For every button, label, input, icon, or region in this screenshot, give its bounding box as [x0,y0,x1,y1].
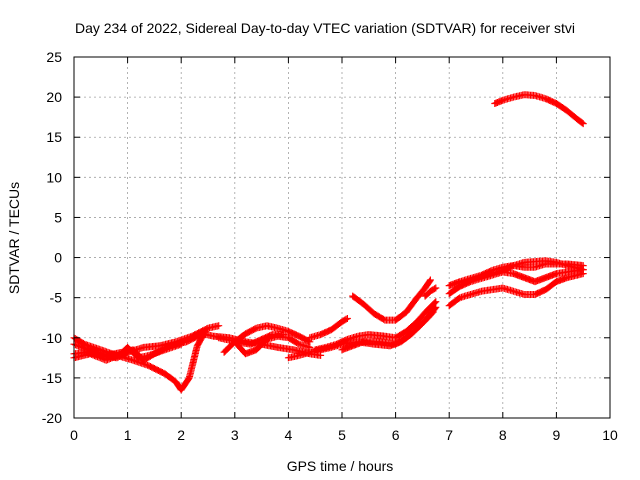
x-tick-label: 5 [338,427,346,443]
series-arc-11 [338,303,440,354]
series-arc-17 [456,257,587,287]
series-markers [456,257,587,287]
y-tick-label: 25 [46,49,62,65]
x-tick-label: 3 [231,427,239,443]
series-arc-5 [220,322,314,356]
y-tick-label: 0 [54,250,62,266]
series-markers [349,276,434,324]
series-markers [311,298,440,354]
series-markers [231,332,314,358]
x-tick-label: 10 [602,427,618,443]
x-tick-label: 7 [445,427,453,443]
x-tick-label: 4 [285,427,293,443]
y-tick-label: 20 [46,89,62,105]
x-tick-label: 1 [124,427,132,443]
series-markers [338,303,440,354]
series-arc-7 [231,332,314,358]
y-tick-label: 15 [46,129,62,145]
series-markers [421,284,440,300]
series-arc-10 [311,298,440,354]
grid [74,57,610,418]
y-tick-label: 5 [54,209,62,225]
y-tick-label: 10 [46,169,62,185]
x-tick-label: 8 [499,427,507,443]
y-tick-label: -10 [42,330,62,346]
chart-title: Day 234 of 2022, Sidereal Day-to-day VTE… [75,20,575,36]
axis-ticks: 0 1 2 3 4 5 6 7 8 9 10 -20 -15 -10 -5 0 5 10 15 20 25 [42,49,618,443]
series-arc-14 [445,270,587,310]
series-arc-9 [306,315,351,342]
series-arc-12 [349,276,434,324]
y-axis-label: SDTVAR / TECUs [6,182,22,294]
x-axis-label: GPS time / hours [287,458,394,474]
y-tick-label: -15 [42,370,62,386]
series-markers [306,315,351,342]
series-markers [220,322,314,356]
y-tick-label: -5 [50,290,63,306]
series-arc-18 [491,91,587,128]
x-tick-label: 9 [553,427,561,443]
y-tick-label: -20 [42,410,62,426]
x-tick-label: 2 [177,427,185,443]
x-tick-label: 0 [70,427,78,443]
series-markers [445,270,587,310]
data-series [70,91,587,394]
x-tick-label: 6 [392,427,400,443]
series-markers [491,91,587,128]
series-arc-13 [421,284,440,300]
